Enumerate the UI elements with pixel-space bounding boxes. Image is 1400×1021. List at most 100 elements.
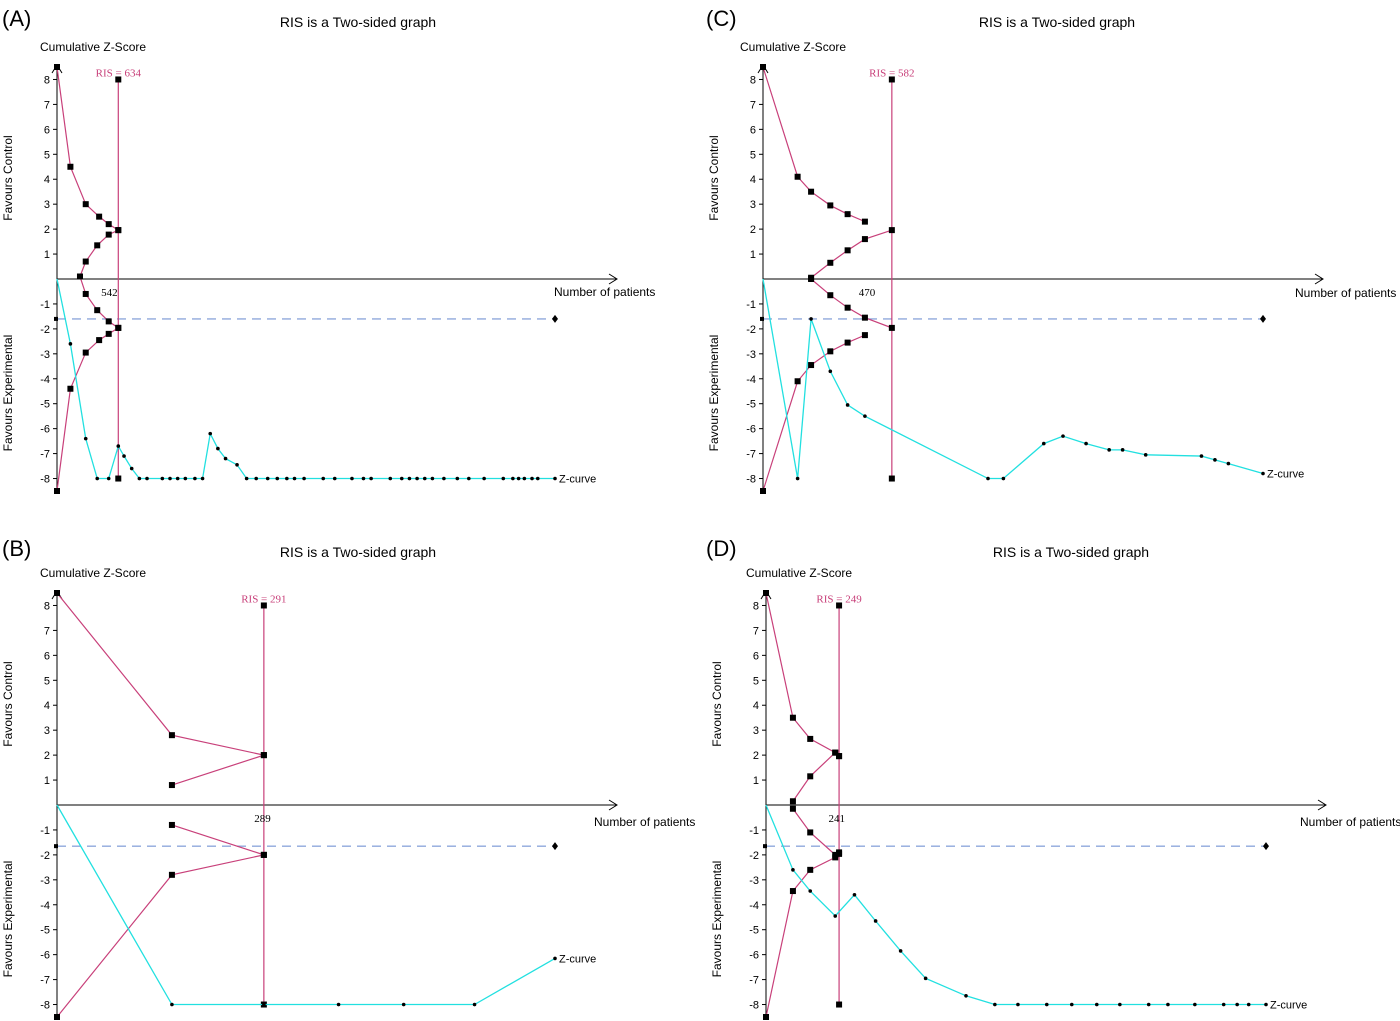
panel-c: (C) RIS is a Two-sided graph Cumulative Z-… [706,6,1396,494]
z-curve-point [923,976,928,981]
boundary-point [260,851,267,858]
z-curve-point [1199,454,1204,458]
y-tick-label: -2 [746,324,756,336]
z-curve-point [467,476,471,481]
z-curve-point [993,1002,997,1007]
z-curve-point [193,476,197,481]
z-curve-point [535,476,540,481]
z-curve-point [145,476,149,481]
z-curve-point [388,476,393,481]
z-curve-point [873,919,878,923]
z-curve-point [852,892,857,897]
z-curve-point [302,476,306,481]
x-marker-label: 470 [859,287,876,299]
boundary-point [888,227,895,234]
y-tick-label: -8 [746,474,756,486]
z-curve-point [482,476,486,481]
z-curve-point [1069,1002,1074,1007]
boundary-point [832,749,839,756]
x-axis-title: Number of patients [1295,286,1396,300]
boundary-point [168,871,175,878]
x-axis-arrow [1314,273,1324,285]
z-curve-point [265,476,270,481]
boundary-point [105,231,112,238]
boundary-point [763,590,769,596]
y-tick-label: 8 [44,600,50,612]
chart-title: RIS is a Two-sided graph [280,14,436,30]
x-marker-label: 289 [254,813,271,825]
favours-control-label: Favours Control [1,661,15,746]
y-tick-label: 5 [44,675,50,687]
z-curve-point [350,476,354,481]
y-tick-label: 5 [750,149,756,161]
boundary-point [827,292,834,299]
y-axis-title: Cumulative Z-Score [740,40,846,54]
y-tick-label: -5 [749,925,759,937]
z-curve-point [455,476,460,481]
z-curve-point [1226,461,1231,466]
boundary-point [105,318,112,325]
boundary-upper-futility [171,754,265,786]
panel-d: (D) RIS is a Two-sided graph Cumulative Z-… [706,536,1400,1020]
panel-letter: (D) [706,536,737,561]
y-tick-label: 2 [753,750,759,762]
boundary-point [94,242,101,249]
y-tick-label: 4 [753,700,759,712]
y-tick-label: -5 [746,399,756,411]
z-curve-point [1246,1002,1251,1007]
favours-experimental-label: Favours Experimental [1,861,15,978]
y-tick-label: 2 [44,224,50,236]
y-tick-label: -5 [40,399,50,411]
boundary-end-marker [1263,842,1270,851]
z-curve-point [1061,434,1065,438]
y-tick-label: -7 [40,449,50,461]
z-curve-point [808,889,813,893]
y-tick-label: -2 [749,850,759,862]
z-curve-point [275,476,280,481]
y-axis-title: Cumulative Z-Score [40,40,146,54]
boundary-point [794,378,801,385]
z-curve-point [1041,441,1046,446]
z-curve-point [254,476,259,481]
y-tick-label: -4 [40,374,50,386]
y-tick-label: 6 [753,650,759,662]
boundary-point [844,339,851,346]
z-curve-point [407,476,412,481]
y-tick-label: 6 [44,124,50,136]
z-curve-line [762,278,1264,480]
boundary-point [789,798,796,805]
x-axis-arrow [1317,799,1327,811]
boundary-point [836,850,843,857]
z-curve-point [68,342,73,346]
z-curve-point [361,476,366,481]
y-tick-label: 1 [44,775,50,787]
boundary-point [115,324,122,331]
z-curve-point [1264,1002,1268,1007]
boundary-upper-efficacy [762,66,866,223]
z-curve-point [401,1002,406,1007]
y-tick-label: 1 [750,249,756,261]
y-tick-label: -3 [749,875,759,887]
z-curve-point [553,476,557,481]
z-curve-point [1261,471,1265,476]
y-tick-label: 6 [44,650,50,662]
boundary-lower-efficacy [765,853,840,1018]
z-curve-point [170,1002,174,1007]
y-tick-label: 3 [753,725,759,737]
x-axis-title: Number of patients [1300,815,1400,829]
boundary-lower-futility [171,824,265,856]
z-curve-point [244,476,249,481]
boundary-point [807,866,814,873]
ris-label: RIS = 291 [241,593,286,605]
y-tick-label: -2 [40,324,50,336]
z-curve-point [216,446,220,451]
z-curve-point [336,1002,341,1007]
y-tick-label: 7 [44,99,50,111]
boundary-point [168,782,175,789]
boundary-point [808,188,815,195]
y-tick-label: -2 [40,850,50,862]
favours-control-label: Favours Control [710,661,724,746]
boundary-point [789,805,796,812]
z-curve-point [1120,448,1125,452]
ris-marker [836,602,843,609]
